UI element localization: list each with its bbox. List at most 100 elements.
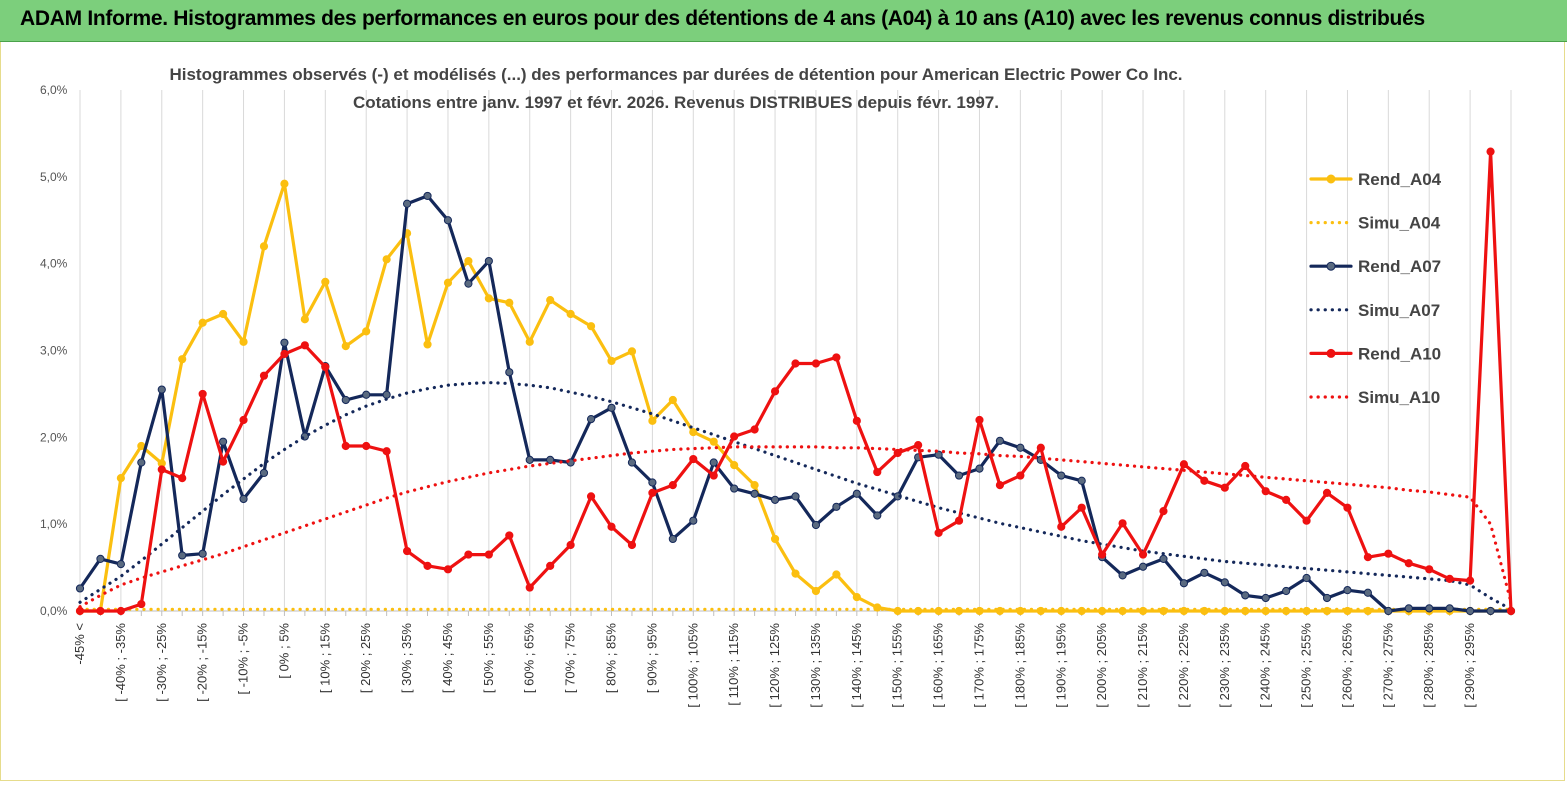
data-point — [546, 561, 555, 570]
x-tick-label: [ 290% ; 295% — [1462, 623, 1477, 708]
data-point — [280, 338, 289, 347]
x-tick-label: [ 200% ; 205% — [1094, 623, 1109, 708]
data-point — [341, 342, 350, 351]
data-point — [280, 179, 289, 188]
data-point — [750, 425, 759, 434]
data-point — [1261, 606, 1270, 616]
data-point — [362, 441, 371, 451]
data-point — [1343, 606, 1352, 616]
data-point — [96, 554, 105, 564]
data-point — [546, 296, 555, 305]
data-point — [75, 606, 85, 616]
data-point — [1282, 495, 1291, 504]
x-tick-label: [ 210% ; 215% — [1135, 623, 1150, 708]
data-point — [1282, 586, 1291, 596]
chart-title-line: Histogrammes observés (-) et modélisés (… — [169, 65, 1182, 84]
data-point — [178, 551, 187, 560]
data-point — [423, 561, 432, 570]
data-point — [464, 279, 473, 288]
data-point — [668, 534, 677, 544]
data-point — [607, 522, 616, 531]
x-tick-label: [ -20% ; -15% — [195, 623, 210, 702]
data-point — [75, 584, 85, 593]
data-point — [484, 256, 493, 266]
report-banner: ADAM Informe. Histogrammes des performan… — [0, 0, 1567, 42]
x-tick-label: [ 250% ; 255% — [1299, 623, 1314, 708]
data-point — [423, 340, 432, 349]
legend-label: Simu_A10 — [1358, 388, 1440, 407]
data-point — [239, 494, 248, 504]
data-point — [300, 315, 309, 324]
legend-label: Simu_A07 — [1358, 301, 1440, 320]
data-point — [96, 606, 105, 616]
legend-label: Rend_A07 — [1358, 257, 1441, 276]
x-tick-label: [ 240% ; 245% — [1258, 623, 1273, 708]
data-point — [586, 492, 596, 501]
data-point — [402, 546, 412, 556]
data-point — [1159, 554, 1168, 564]
x-tick-label: -45% < — [72, 623, 87, 665]
data-point — [1057, 522, 1066, 531]
data-point — [1179, 579, 1189, 588]
data-point — [116, 560, 125, 569]
legend-marker — [1326, 261, 1336, 271]
data-point — [873, 511, 882, 520]
data-point — [1404, 559, 1413, 568]
data-point — [382, 447, 391, 456]
x-tick-label: [ 120% ; 125% — [767, 623, 782, 708]
x-tick-label: [ -30% ; -25% — [154, 623, 169, 702]
legend-label: Rend_A04 — [1358, 170, 1442, 189]
legend-label: Simu_A04 — [1358, 214, 1441, 233]
data-point — [178, 355, 187, 364]
data-point — [1138, 550, 1148, 559]
data-point — [341, 395, 350, 405]
series-line-rend-a10 — [78, 150, 1513, 613]
data-point — [1200, 568, 1209, 577]
data-point — [259, 371, 269, 380]
data-point — [975, 415, 984, 425]
data-point — [689, 516, 698, 525]
series-line-rend-a04 — [78, 182, 1513, 613]
x-tick-label: [ 150% ; 155% — [890, 623, 905, 708]
chart-title-line: Cotations entre janv. 1997 et févr. 2026… — [353, 93, 999, 112]
y-tick-label: 0,0% — [40, 604, 68, 618]
data-point — [362, 390, 371, 399]
data-point — [1445, 574, 1454, 583]
data-point — [198, 549, 207, 558]
data-point — [219, 457, 228, 466]
data-point — [873, 467, 882, 477]
data-point — [505, 368, 514, 377]
data-point — [709, 471, 718, 480]
data-point — [443, 565, 453, 574]
x-tick-label: [ -40% ; -35% — [113, 623, 128, 702]
data-point — [1506, 606, 1516, 616]
data-point — [811, 520, 821, 530]
data-point — [198, 318, 207, 327]
data-point — [770, 495, 780, 504]
y-tick-label: 2,0% — [40, 430, 68, 444]
series-line-simu-a10 — [78, 445, 1513, 609]
data-point — [239, 415, 248, 425]
x-tick-label: [ 10% ; 15% — [317, 623, 332, 694]
data-point — [1384, 606, 1393, 616]
x-tick-label: [ 130% ; 135% — [808, 623, 823, 708]
data-point — [648, 416, 657, 425]
chart-frame: 0,0% 1,0% 2,0% 3,0% 4,0% 5,0% 6,0% -45% < [ -40%… — [0, 42, 1565, 781]
data-point — [586, 414, 596, 424]
data-point — [484, 294, 493, 303]
x-tick-label: [ 110% ; 115% — [726, 623, 741, 706]
data-point — [689, 428, 698, 437]
data-point — [770, 534, 780, 544]
data-point — [1098, 550, 1107, 559]
data-point — [1241, 591, 1250, 600]
data-point — [1486, 147, 1495, 156]
data-point — [668, 480, 677, 490]
data-point — [382, 390, 391, 399]
data-point — [689, 454, 698, 464]
data-point — [1466, 606, 1475, 616]
data-point — [280, 349, 289, 359]
data-point — [259, 468, 269, 478]
data-point — [525, 455, 534, 465]
data-point — [668, 395, 677, 405]
x-tick-label: [ 140% ; 145% — [849, 623, 864, 708]
